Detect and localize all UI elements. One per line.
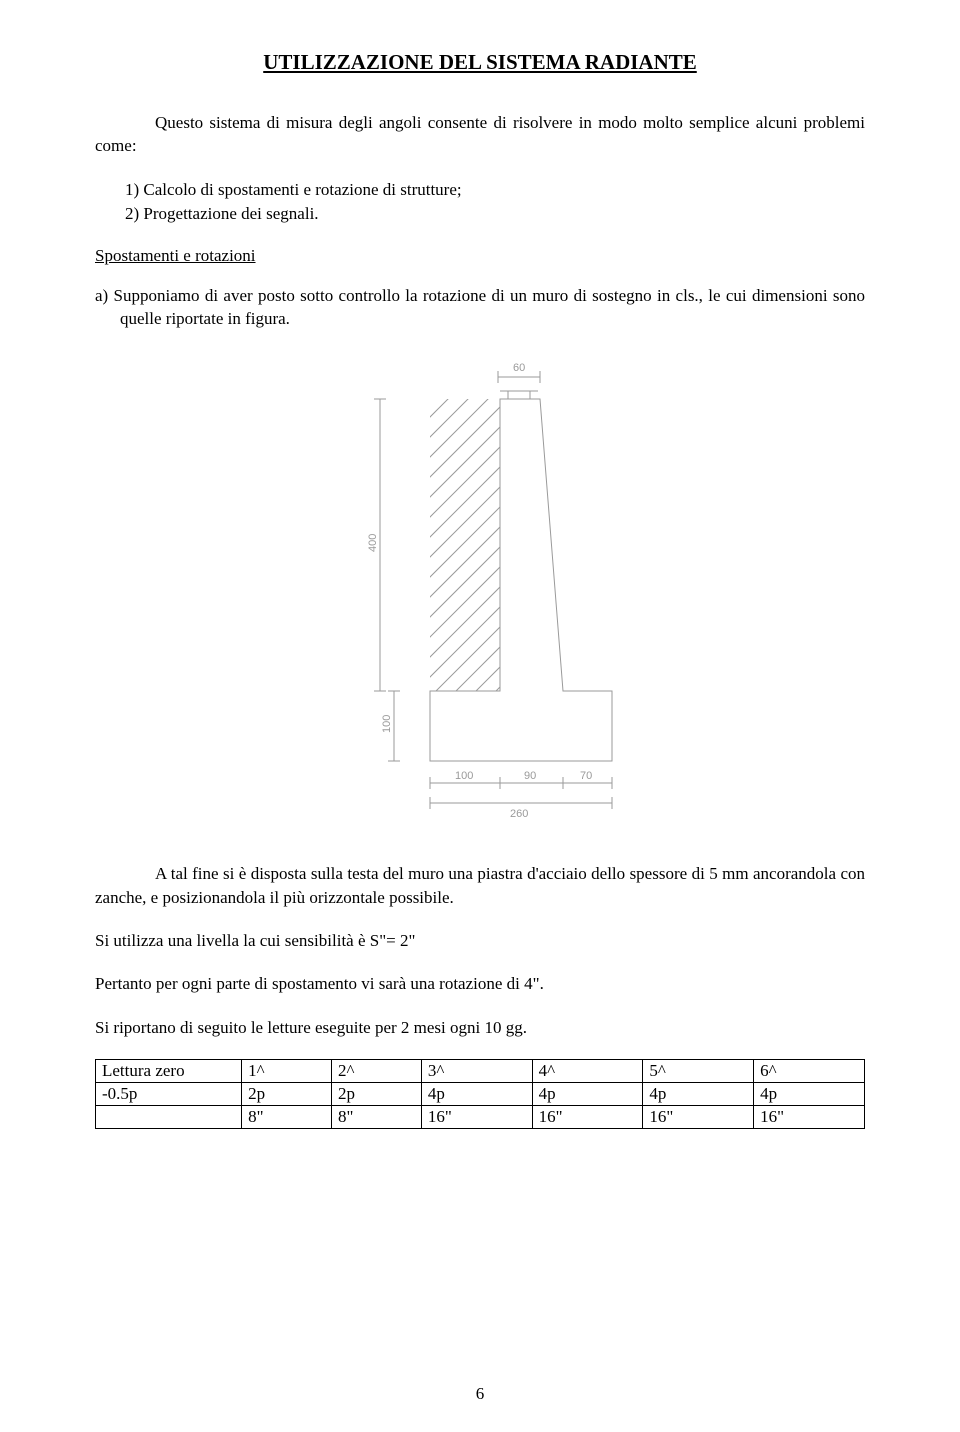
intro-paragraph: Questo sistema di misura degli angoli co… (95, 111, 865, 158)
para-letture: Si riportano di seguito le letture esegu… (95, 1016, 865, 1039)
dim-100v: 100 (381, 715, 393, 733)
readings-table: Lettura zero 1^ 2^ 3^ 4^ 5^ 6^ -0.5p 2p … (95, 1059, 865, 1129)
subheading: Spostamenti e rotazioni (95, 246, 865, 266)
retaining-wall-figure: 60 (330, 357, 630, 832)
para-after-fig: A tal fine si è disposta sulla testa del… (95, 862, 865, 909)
dim-90: 90 (524, 770, 536, 782)
dim-100b: 100 (455, 770, 473, 782)
table-row: -0.5p 2p 2p 4p 4p 4p 4p (96, 1083, 865, 1106)
table-row: 8" 8" 16" 16" 16" 16" (96, 1106, 865, 1129)
dim-60: 60 (513, 362, 525, 374)
para-rotazione: Pertanto per ogni parte di spostamento v… (95, 972, 865, 995)
item-a: a) Supponiamo di aver posto sotto contro… (95, 284, 865, 332)
dim-260: 260 (510, 808, 528, 820)
list-item-2: 2) Progettazione dei segnali. (95, 202, 865, 226)
page-number: 6 (0, 1384, 960, 1404)
dim-70: 70 (580, 770, 592, 782)
list-item-1: 1) Calcolo di spostamenti e rotazione di… (95, 178, 865, 202)
table-row: Lettura zero 1^ 2^ 3^ 4^ 5^ 6^ (96, 1060, 865, 1083)
para-sensibilita: Si utilizza una livella la cui sensibili… (95, 929, 865, 952)
page-title: UTILIZZAZIONE DEL SISTEMA RADIANTE (95, 50, 865, 75)
dim-400: 400 (367, 534, 379, 552)
